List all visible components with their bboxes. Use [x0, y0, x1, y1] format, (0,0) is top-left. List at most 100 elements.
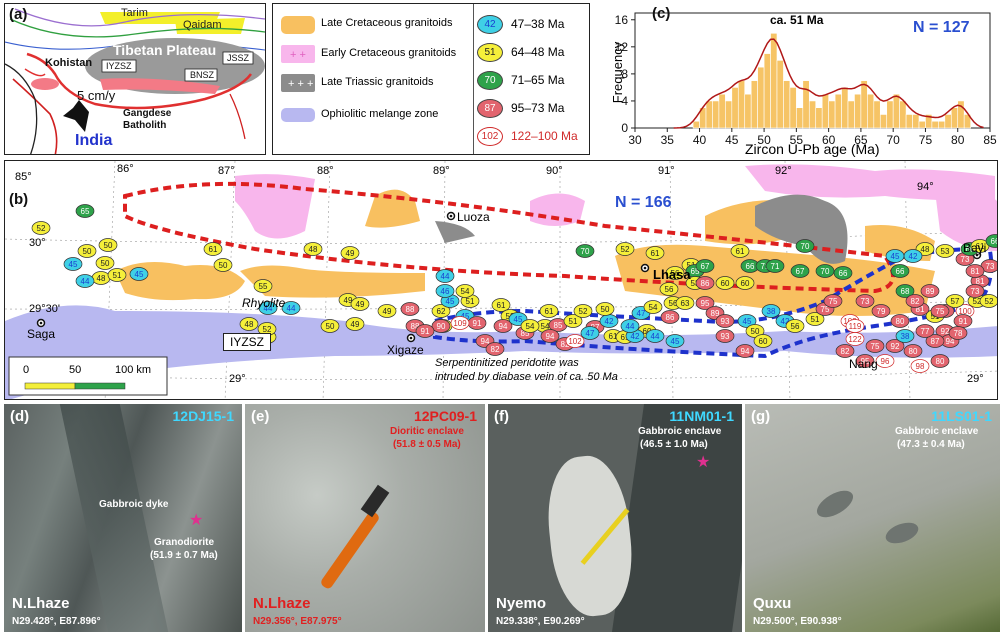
photo-f-coord: N29.338°, E90.269° [496, 616, 585, 627]
photo-g-label: (g) [751, 408, 771, 425]
age-symbol: 45 [63, 257, 83, 271]
enclave-spot [882, 518, 922, 548]
age-symbol: 38 [761, 304, 781, 318]
age-symbol: 49 [377, 304, 397, 318]
age-symbol: 50 [95, 256, 115, 270]
age-ellipse [340, 246, 360, 260]
age-value: 52 [973, 297, 982, 306]
age-ellipse [695, 296, 715, 310]
age-symbol: 91 [953, 314, 973, 328]
photo-g-ann-age: (47.3 ± 0.4 Ma) [897, 439, 965, 450]
age-value: 42 [909, 252, 918, 261]
age-ellipse [258, 301, 278, 315]
age-ellipse [431, 304, 451, 318]
age-symbol: 44 [281, 301, 301, 315]
age-symbol: 61 [491, 298, 511, 312]
age-value: 51 [466, 297, 475, 306]
age-value: 63 [681, 299, 690, 308]
histogram-bar [931, 120, 939, 129]
age-value: 73 [986, 262, 995, 271]
age-ellipse [965, 264, 985, 278]
legend-ophiolite: Ophiolitic melange zone [321, 108, 439, 120]
age-symbol: 63 [675, 296, 695, 310]
age-symbol: 61 [203, 242, 223, 256]
legend-age-symbol: 87 [477, 98, 503, 118]
age-ellipse [31, 221, 51, 235]
age-value: 79 [877, 307, 886, 316]
age-value: 51 [113, 271, 122, 280]
age-symbol: 42 [903, 249, 923, 263]
age-ellipse [920, 284, 940, 298]
age-symbol: 81 [965, 264, 985, 278]
age-ellipse [753, 334, 773, 348]
panel-c-label: (c) [652, 5, 671, 22]
age-value: 45 [514, 315, 523, 324]
age-value: 78 [954, 329, 963, 338]
age-value: 86 [701, 279, 710, 288]
histogram-ylabel: Frequency [610, 41, 626, 104]
age-ellipse [615, 242, 635, 256]
age-value: 38 [767, 307, 776, 316]
age-ellipse [979, 294, 997, 308]
age-value: 60 [721, 279, 730, 288]
age-value: 93 [721, 332, 730, 341]
age-ellipse [77, 244, 97, 258]
histogram-xtick-label: 45 [725, 133, 739, 147]
photo-g: (g) 11LS01-1 Gabbroic enclave (47.3 ± 0.… [745, 404, 1000, 632]
age-value: 60 [643, 327, 652, 336]
histogram-bar [802, 80, 810, 129]
panel-c-histogram: 30 35 40 45 50 55 60 65 70 75 80 85 0 4 8 12 16 (c) ca. … [595, 3, 1000, 158]
photo-e-location: N.Lhaze [253, 595, 311, 612]
age-value: 44 [626, 322, 635, 331]
histogram-bar [757, 66, 765, 129]
age-value: 49 [344, 296, 353, 305]
age-ellipse [575, 244, 595, 258]
kohistan-label: Kohistan [45, 57, 93, 69]
age-value: 62 [437, 307, 446, 316]
age-value: 66 [896, 267, 905, 276]
age-ellipse [239, 317, 259, 331]
age-value: 61 [609, 332, 618, 341]
panel-a-tectonic-map: (a) Tarim Qaidam Tibetan Plateau Kohista… [4, 3, 266, 155]
histogram-ytick-label: 0 [621, 121, 628, 135]
age-value: 61 [497, 301, 506, 310]
age-ellipse [595, 302, 615, 316]
age-ellipse [695, 276, 715, 290]
age-value: 51 [811, 315, 820, 324]
photo-d: (d) 12DJ15-1 Gabbroic dyke ★ Granodiorit… [4, 404, 242, 632]
legend-age-row: 87 95–73 Ma [477, 94, 589, 122]
age-ellipse [98, 238, 118, 252]
star-icon: ★ [189, 512, 204, 529]
age-symbol: 50 [320, 319, 340, 333]
age-ellipse [905, 294, 925, 308]
age-symbol: 70 [795, 239, 815, 253]
histogram-peak-label: ca. 51 Ma [770, 13, 824, 27]
age-value: 75 [871, 342, 880, 351]
age-symbol: 38 [895, 329, 915, 343]
age-ellipse [450, 316, 470, 330]
lon-91: 91° [658, 165, 675, 177]
age-value: 81 [976, 277, 985, 286]
age-value: 45 [446, 297, 455, 306]
tarim-label: Tarim [121, 7, 148, 19]
age-value: 94 [946, 337, 955, 346]
age-symbol: 86 [660, 310, 680, 324]
age-ellipse [203, 242, 223, 256]
age-value: 52 [263, 325, 272, 334]
photo-f-label: (f) [494, 408, 509, 425]
age-value: 54 [461, 287, 470, 296]
age-value: 48 [921, 245, 930, 254]
age-ellipse [735, 276, 755, 290]
luoza-label: Luoza [457, 210, 490, 224]
age-symbol: 55 [253, 279, 273, 293]
histogram-bar [879, 114, 888, 129]
scale-50: 50 [69, 364, 82, 376]
saga-label: Saga [27, 327, 56, 341]
age-value: 52 [37, 224, 46, 233]
age-ellipse [715, 314, 735, 328]
bayi-label: Bayi [963, 241, 987, 255]
age-value: 75 [821, 305, 830, 314]
photo-f: (f) 11NM01-1 Gabbroic enclave (46.5 ± 1.… [488, 404, 742, 632]
age-value: 61 [736, 247, 745, 256]
age-value: 61 [976, 242, 985, 251]
